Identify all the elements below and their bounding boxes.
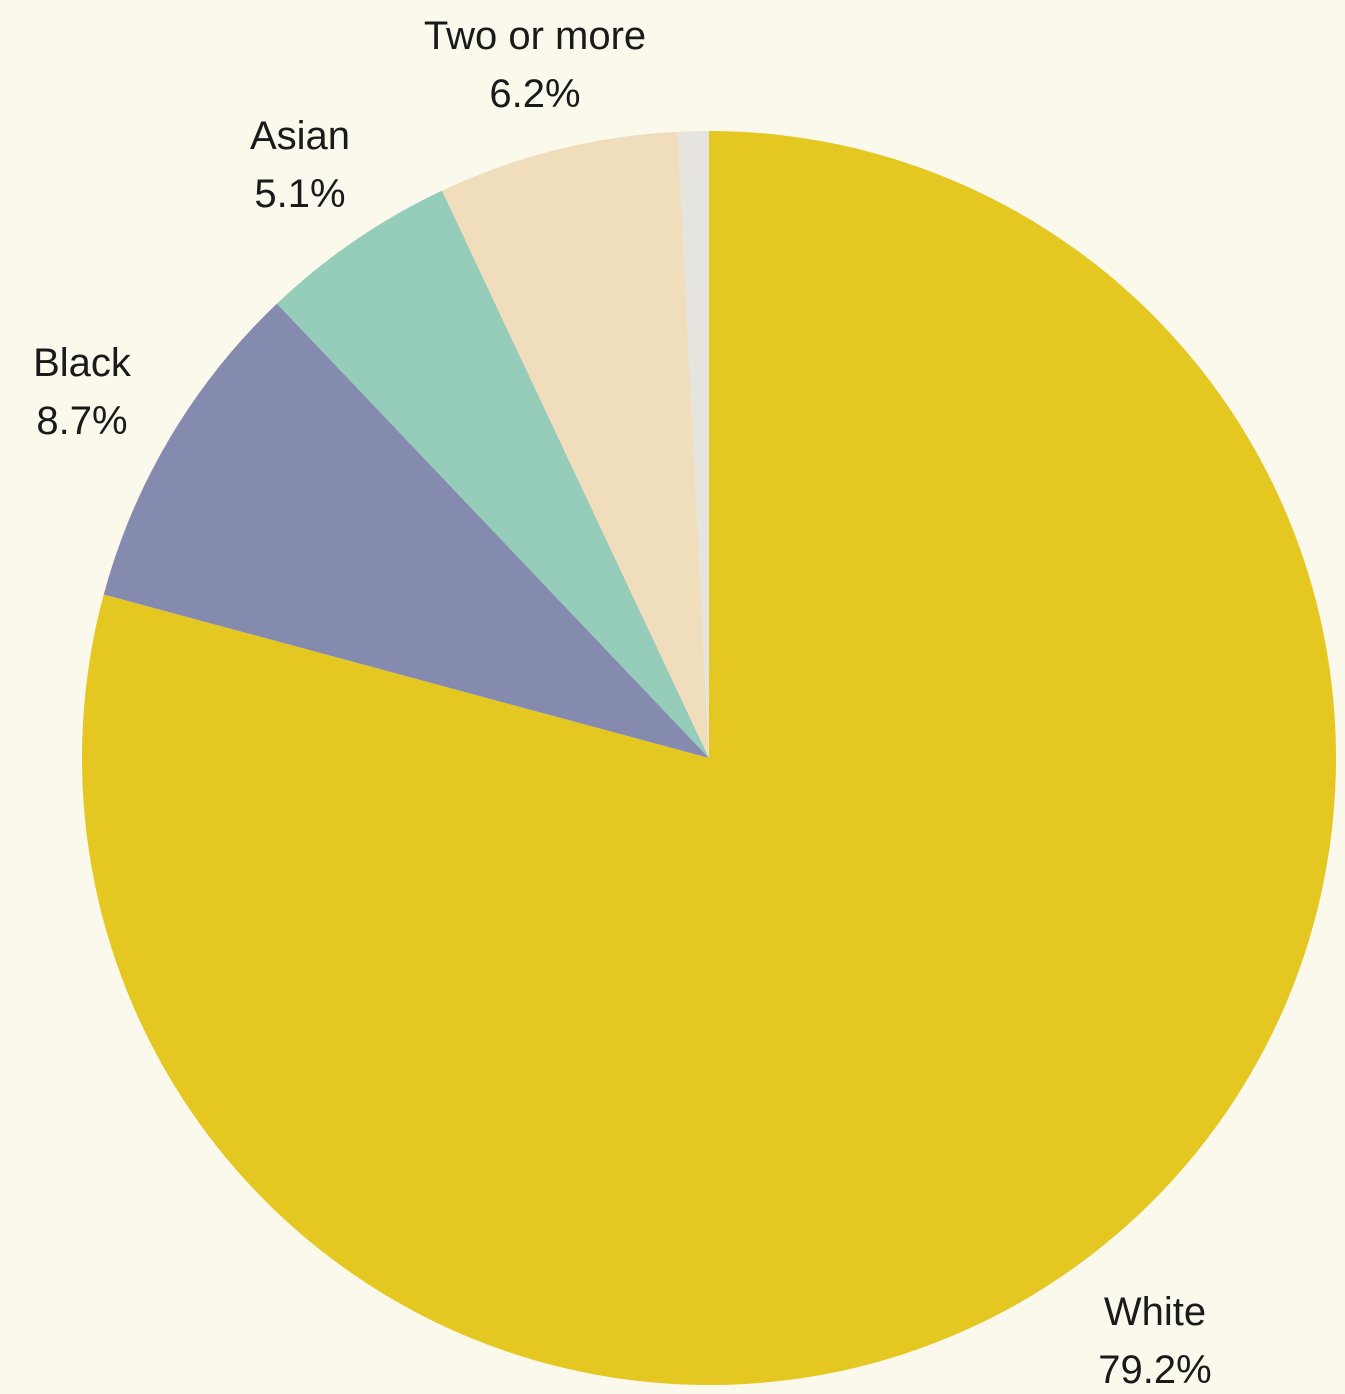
pie-slice-other	[677, 131, 709, 758]
pie-slice-asian	[276, 190, 709, 758]
slice-label-name: Two or more	[424, 14, 646, 58]
slice-label-value: 6.2%	[489, 72, 580, 116]
slice-label-value: 79.2%	[1098, 1348, 1211, 1392]
slice-label-name: Asian	[250, 114, 350, 158]
slice-label-name: Black	[33, 341, 132, 385]
pie-slices	[81, 131, 1336, 1385]
slice-labels: White 79.2% Black 8.7% Asian 5.1% Two or more 6…	[33, 14, 1212, 1392]
slice-label-name: White	[1104, 1290, 1206, 1334]
pie-slice-two-or-more	[442, 131, 709, 758]
slice-label-value: 5.1%	[254, 172, 345, 216]
pie-slice-white	[81, 131, 1336, 1385]
slice-label-value: 8.7%	[36, 399, 127, 443]
pie-slice-black	[103, 303, 710, 758]
